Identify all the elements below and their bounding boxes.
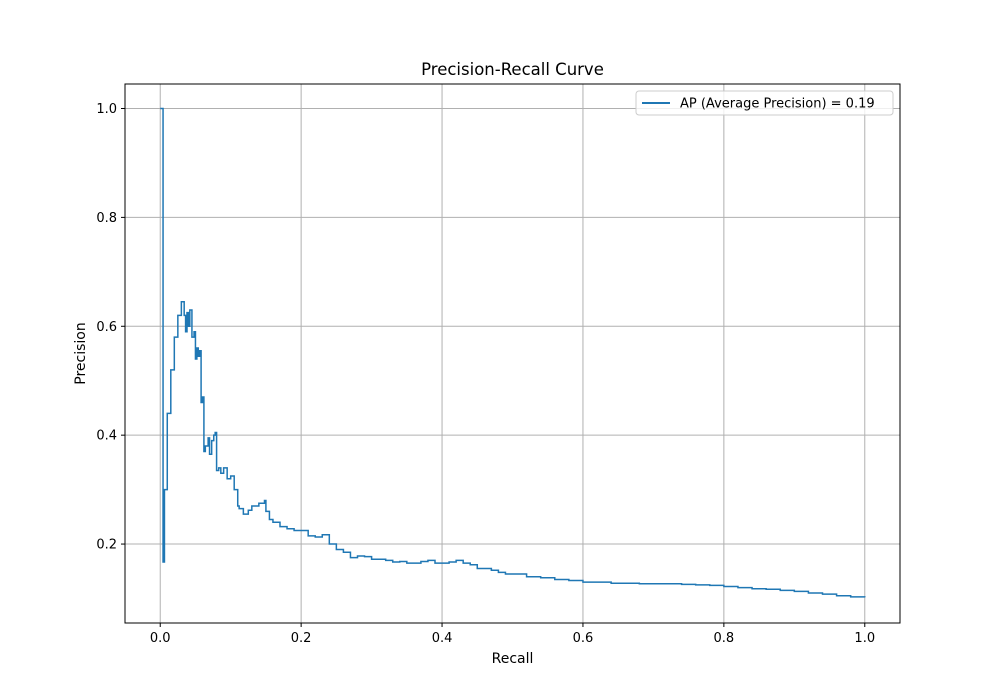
y-axis-label: Precision <box>73 322 89 384</box>
legend-box <box>635 90 894 116</box>
legend-entry: AP (Average Precision) = 0.19 <box>680 97 875 112</box>
legend: AP (Average Precision) = 0.19 <box>635 90 894 116</box>
x-axis-label: Recall <box>492 651 534 667</box>
series-layer <box>160 107 866 598</box>
x-tick-label: 0.8 <box>714 631 735 646</box>
x-tick-label: 0.6 <box>573 631 594 646</box>
axes-frame <box>124 83 901 624</box>
x-tick-label: 1.0 <box>854 631 875 646</box>
y-tick-label: 0.2 <box>96 538 117 553</box>
ticks: 0.0 0.2 0.4 0.6 0.8 1.0 0.2 0.4 0.6 0.8 1.0 <box>96 102 875 646</box>
x-tick-label: 0.0 <box>150 631 171 646</box>
precision-recall-line <box>160 107 866 598</box>
y-tick-label: 1.0 <box>96 102 117 117</box>
chart-title: Precision-Recall Curve <box>421 60 604 79</box>
y-tick-label: 0.6 <box>96 320 117 335</box>
y-tick-label: 0.4 <box>96 429 117 444</box>
y-tick-label: 0.8 <box>96 211 117 226</box>
x-tick-label: 0.2 <box>291 631 312 646</box>
x-tick-label: 0.4 <box>432 631 453 646</box>
